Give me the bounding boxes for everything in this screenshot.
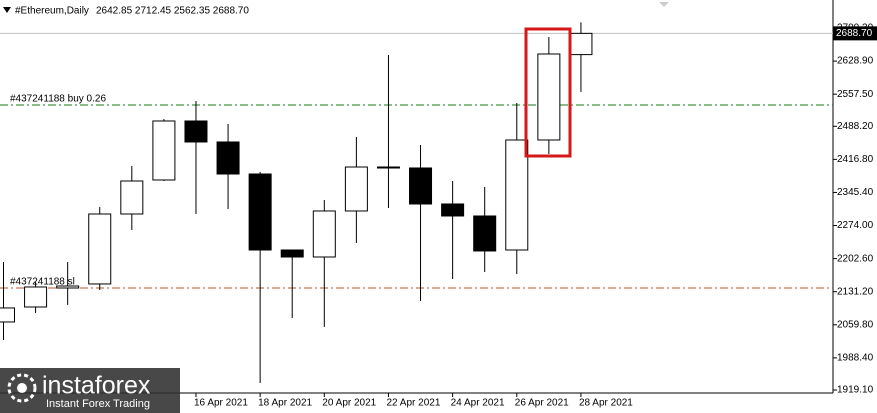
candle-body bbox=[56, 285, 80, 289]
candle-body bbox=[88, 213, 112, 285]
candle-body bbox=[409, 167, 433, 205]
watermark-logo-core bbox=[17, 383, 27, 393]
x-tick-label: 18 Apr 2021 bbox=[258, 398, 312, 409]
candle-body bbox=[0, 307, 15, 323]
candle-body bbox=[152, 120, 176, 181]
x-tick-label: 20 Apr 2021 bbox=[322, 398, 376, 409]
highlight-box bbox=[524, 27, 572, 158]
candle-body bbox=[505, 139, 529, 251]
y-tick-label: 2488.20 bbox=[837, 121, 874, 132]
candle-body bbox=[248, 173, 272, 251]
x-tick-label: 28 Apr 2021 bbox=[579, 398, 633, 409]
y-tick-label: 2131.20 bbox=[837, 286, 874, 297]
y-tick-label: 2059.80 bbox=[837, 319, 874, 330]
watermark-tagline: Instant Forex Trading bbox=[46, 398, 150, 410]
candle-body bbox=[376, 166, 400, 169]
shift-marker bbox=[659, 2, 669, 7]
x-tick-label: 24 Apr 2021 bbox=[451, 398, 505, 409]
watermark-bg bbox=[0, 368, 180, 413]
last-price-tag bbox=[833, 26, 877, 41]
candle-body bbox=[216, 141, 240, 175]
candle-body bbox=[312, 210, 336, 258]
order-level-label: #437241188 buy 0.26 bbox=[10, 94, 106, 105]
ohlc-info: 2642.85 2712.45 2562.35 2688.70 bbox=[96, 6, 249, 17]
watermark-logo bbox=[7, 373, 37, 403]
candle-body bbox=[569, 32, 593, 56]
watermark-name: instaforex bbox=[42, 372, 151, 400]
plot-area: 1919.10 1988.40 2059.80 2131.20 2202.60 2274.… bbox=[0, 22, 877, 409]
candle-body bbox=[184, 120, 208, 143]
x-tick-label: 26 Apr 2021 bbox=[515, 398, 569, 409]
candle-body bbox=[120, 180, 144, 215]
y-tick-label: 2202.60 bbox=[837, 253, 874, 264]
y-tick-label: 1919.10 bbox=[837, 385, 874, 396]
candle-body bbox=[473, 215, 497, 252]
x-tick-label: 16 Apr 2021 bbox=[194, 398, 248, 409]
last-price-label: 2688.70 bbox=[836, 28, 873, 39]
candle-body bbox=[280, 249, 304, 258]
watermark: instaforex Instant Forex Trading bbox=[0, 368, 180, 413]
header-icon bbox=[3, 7, 11, 13]
candle-body bbox=[24, 286, 48, 308]
y-tick-label: 2274.00 bbox=[837, 220, 874, 231]
x-tick-label: 22 Apr 2021 bbox=[386, 398, 440, 409]
candle-body bbox=[344, 166, 368, 212]
y-tick-label: 2416.80 bbox=[837, 154, 874, 165]
y-tick-label: 1988.40 bbox=[837, 353, 874, 364]
candle-body bbox=[537, 53, 561, 141]
symbol: #Ethereum,Daily bbox=[15, 6, 89, 17]
y-tick-label: 2628.90 bbox=[837, 56, 874, 67]
y-tick-label: 2345.40 bbox=[837, 187, 874, 198]
y-tick-label: 2557.50 bbox=[837, 89, 874, 100]
order-level-label: #437241188 sl bbox=[10, 277, 75, 288]
candle-body bbox=[441, 203, 465, 217]
